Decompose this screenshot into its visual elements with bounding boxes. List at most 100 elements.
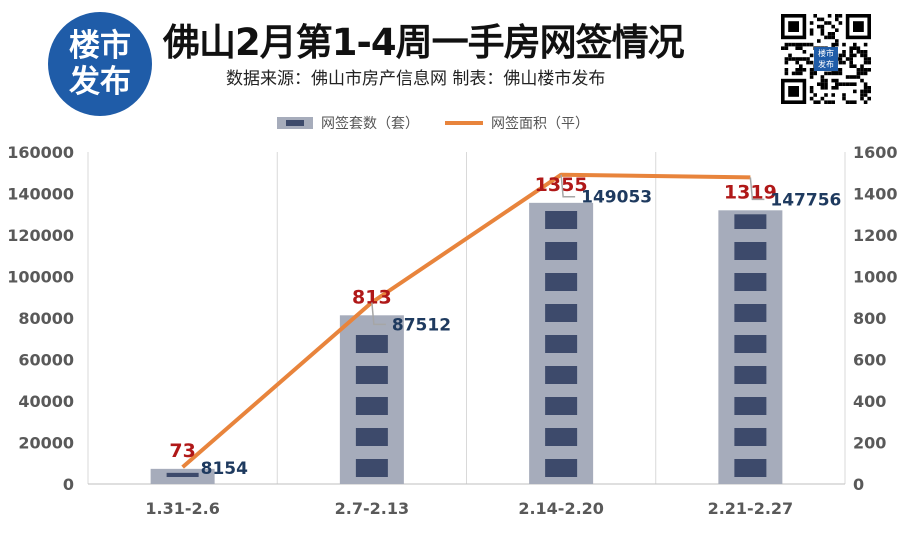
bar-block xyxy=(355,428,388,446)
qr-module xyxy=(824,93,828,97)
bar-value-label: 813 xyxy=(352,286,392,308)
qr-finder xyxy=(788,86,799,97)
qr-module xyxy=(863,82,868,86)
qr-module xyxy=(820,24,825,29)
qr-module xyxy=(806,57,810,61)
qr-module xyxy=(802,50,807,54)
qr-module xyxy=(802,57,807,61)
qr-module xyxy=(820,82,825,86)
qr-module xyxy=(863,89,868,94)
qr-module xyxy=(853,82,857,86)
bar xyxy=(150,468,215,484)
qr-pattern xyxy=(781,14,871,104)
qr-module xyxy=(824,86,828,90)
bar-block xyxy=(734,366,767,384)
qr-module xyxy=(788,42,792,47)
qr-module xyxy=(849,64,853,68)
qr-module xyxy=(824,100,828,104)
y-right-tick-label: 1600 xyxy=(853,143,898,162)
bar-block xyxy=(734,459,767,477)
qr-module xyxy=(867,68,871,72)
qr-module xyxy=(835,42,839,47)
qr-module xyxy=(788,57,792,61)
qr-module xyxy=(860,68,864,72)
qr-module xyxy=(791,42,796,47)
qr-module xyxy=(849,100,853,104)
y-right-tick-label: 200 xyxy=(853,434,886,453)
qr-module xyxy=(849,50,853,54)
qr-module xyxy=(867,60,871,65)
y-right-tick-label: 1200 xyxy=(853,226,898,245)
qr-module xyxy=(842,53,846,58)
bar-block xyxy=(355,335,388,353)
y-left-tick-label: 40000 xyxy=(18,392,74,411)
y-left-tick-label: 160000 xyxy=(7,143,74,162)
qr-module xyxy=(860,50,864,54)
qr-module xyxy=(831,32,835,36)
qr-module xyxy=(849,46,853,50)
qr-module xyxy=(809,89,814,94)
qr-module xyxy=(845,57,850,61)
qr-module xyxy=(835,82,839,86)
qr-module xyxy=(809,71,814,76)
qr-module xyxy=(784,42,789,47)
legend-bar-label: 网签套数（套） xyxy=(321,116,419,132)
qr-module xyxy=(867,89,871,94)
bar-block xyxy=(734,242,767,260)
bar-block xyxy=(545,304,578,322)
qr-module xyxy=(835,14,839,18)
qr-module xyxy=(831,86,835,90)
qr-module xyxy=(784,57,789,61)
qr-module xyxy=(820,86,825,90)
qr-module xyxy=(842,96,846,101)
qr-module xyxy=(867,96,871,101)
qr-module xyxy=(849,53,853,58)
qr-module xyxy=(853,89,857,94)
qr-module xyxy=(835,78,839,83)
qr-module xyxy=(860,96,864,101)
qr-module xyxy=(849,60,853,65)
y-right-tick-label: 800 xyxy=(853,309,886,328)
qr-module xyxy=(799,64,803,68)
chart-title: 佛山2月第1-4周一手房网签情况 xyxy=(163,21,685,64)
qr-module xyxy=(831,71,835,76)
qr-module xyxy=(845,82,850,86)
bar-block xyxy=(355,366,388,384)
qr-module xyxy=(806,42,810,47)
qr-module xyxy=(784,46,789,50)
qr-module xyxy=(842,93,846,97)
qr-module xyxy=(809,68,814,72)
qr-module xyxy=(799,57,803,61)
x-tick-label: 1.31-2.6 xyxy=(145,499,219,518)
legend-bar-swatch xyxy=(277,117,313,129)
line-value-label: 147756 xyxy=(770,190,841,210)
qr-module xyxy=(831,35,835,40)
qr-module xyxy=(795,60,799,65)
x-tick-label: 2.7-2.13 xyxy=(335,499,409,518)
qr-module xyxy=(831,42,835,47)
qr-module xyxy=(809,32,814,36)
qr-module xyxy=(838,21,843,25)
qr-module xyxy=(831,93,835,97)
line-value-label: 87512 xyxy=(392,315,451,335)
qr-module xyxy=(831,78,835,83)
y-right-tick-label: 0 xyxy=(853,475,864,494)
qr-module xyxy=(863,50,868,54)
qr-module xyxy=(838,53,843,58)
qr-module xyxy=(809,21,814,25)
qr-module xyxy=(835,71,839,76)
qr-module xyxy=(842,82,846,86)
qr-module xyxy=(781,46,785,50)
qr-module xyxy=(788,53,792,58)
qr-module xyxy=(784,71,789,76)
qr-module xyxy=(809,96,814,101)
y-right-tick-label: 1000 xyxy=(853,268,898,287)
bar-block xyxy=(734,335,767,353)
qr-badge: 楼市 发布 xyxy=(814,47,838,71)
qr-module xyxy=(827,14,832,18)
qr-module xyxy=(853,46,857,50)
qr-module xyxy=(863,42,868,47)
bar-value-label: 73 xyxy=(169,440,195,462)
bar-block xyxy=(545,335,578,353)
qr-module xyxy=(806,60,810,65)
